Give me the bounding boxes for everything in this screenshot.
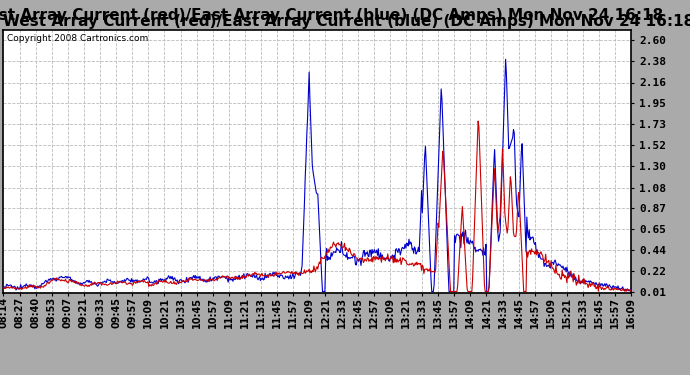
- Text: West Array Current (red)/East Array Current (blue) (DC Amps) Mon Nov 24 16:18: West Array Current (red)/East Array Curr…: [3, 14, 690, 29]
- Text: West Array Current (red)/East Array Current (blue) (DC Amps) Mon Nov 24 16:18: West Array Current (red)/East Array Curr…: [0, 9, 663, 23]
- Text: Copyright 2008 Cartronics.com: Copyright 2008 Cartronics.com: [7, 34, 148, 43]
